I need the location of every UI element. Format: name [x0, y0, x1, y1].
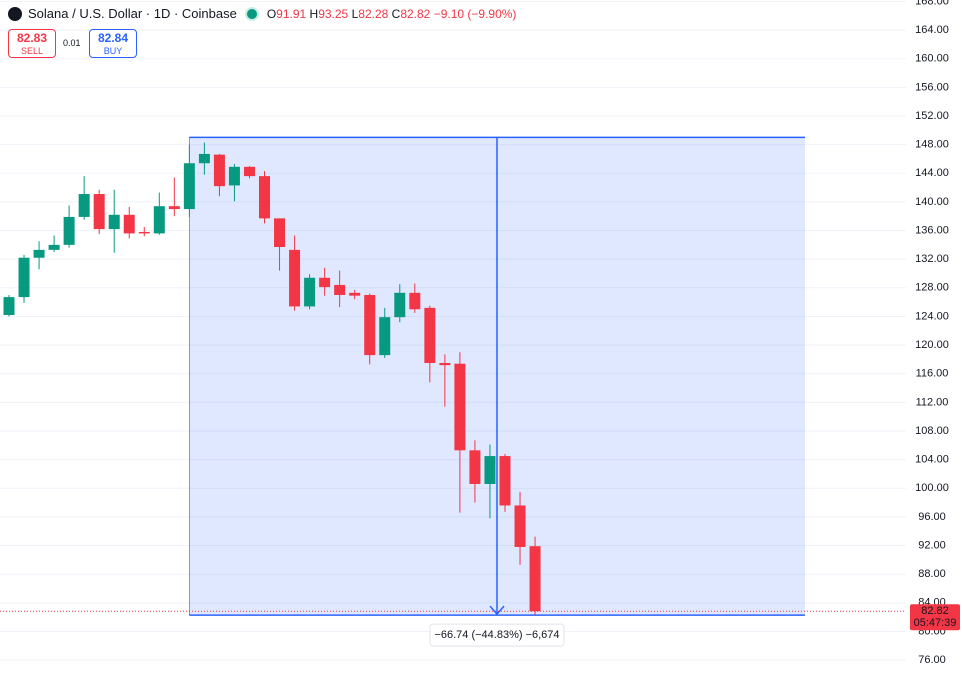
- header: Solana / U.S. Dollar · 1D · Coinbase O91…: [8, 6, 516, 21]
- y-tick-label: 156.00: [915, 81, 949, 93]
- y-tick-label: 132.00: [915, 253, 949, 265]
- sell-button[interactable]: 82.83 SELL: [8, 29, 56, 58]
- candle-body: [304, 277, 316, 307]
- ohlc-key: H: [309, 6, 319, 21]
- y-tick-label: 136.00: [915, 224, 949, 236]
- candle-body: [394, 292, 406, 318]
- candle-body: [319, 277, 331, 288]
- ohlc-value: 93.25: [318, 6, 349, 21]
- buy-label: BUY: [103, 46, 123, 56]
- measure-label: −66.74 (−44.83%) −6,674: [434, 629, 559, 641]
- candle-body: [63, 216, 75, 245]
- y-tick-label: 124.00: [915, 310, 949, 322]
- spread: 0.01: [63, 38, 81, 48]
- y-tick-label: 100.00: [915, 482, 949, 494]
- y-tick-label: 88.00: [918, 568, 946, 580]
- ohlc-key: O: [266, 6, 277, 21]
- candle-body: [243, 166, 255, 177]
- candle-body: [213, 154, 225, 187]
- y-tick-label: 104.00: [915, 454, 949, 466]
- y-tick-label: 112.00: [916, 396, 949, 408]
- countdown-label: 05:47:39: [914, 617, 957, 629]
- status-dot: [246, 8, 257, 19]
- y-tick-label: 108.00: [915, 425, 949, 437]
- candle-body: [529, 546, 541, 612]
- candle-body: [168, 206, 180, 210]
- measure-label-box: [429, 623, 565, 647]
- y-tick-label: 128.00: [915, 282, 949, 294]
- ohlc-value: 82.28: [358, 6, 389, 21]
- candle-body: [198, 153, 210, 164]
- candle-body: [484, 456, 496, 484]
- y-tick-label: 148.00: [915, 139, 949, 151]
- candle-body: [3, 297, 15, 316]
- candle-body: [439, 362, 451, 366]
- candle-body: [33, 249, 45, 258]
- candle-body: [424, 307, 436, 363]
- chart-title: Solana / U.S. Dollar · 1D · Coinbase: [28, 6, 237, 21]
- candle-body: [454, 363, 466, 451]
- candle-body: [514, 505, 526, 547]
- ohlc-key: C: [391, 6, 401, 21]
- candle-body: [93, 194, 105, 230]
- ohlc: O91.91 H93.25 L82.28 C82.82 −9.10 (−9.90…: [267, 7, 517, 21]
- sell-price: 82.83: [16, 31, 48, 45]
- last-price-box: [910, 604, 960, 631]
- ohlc-value: 91.91: [276, 6, 307, 21]
- candle-body: [138, 231, 150, 234]
- y-tick-label: 168.00: [915, 0, 949, 7]
- ohlc-key: L: [351, 6, 359, 21]
- y-tick-label: 116.00: [916, 368, 949, 380]
- change: −9.10 (−9.90%): [433, 6, 517, 21]
- y-tick-label: 160.00: [915, 53, 949, 65]
- ohlc-value: 82.82: [400, 6, 431, 21]
- candle-body: [379, 317, 391, 356]
- candle-body: [153, 206, 165, 234]
- candle-body: [48, 244, 60, 250]
- buy-button[interactable]: 82.84 BUY: [89, 29, 137, 58]
- candle-body: [469, 450, 481, 484]
- symbol-icon: [8, 6, 22, 21]
- buy-price: 82.84: [97, 31, 129, 45]
- candle-body: [349, 292, 361, 296]
- y-tick-label: 96.00: [918, 511, 946, 523]
- candle-body: [259, 176, 271, 219]
- candle-body: [289, 249, 301, 307]
- candle-body: [108, 214, 120, 230]
- candle-body: [228, 166, 240, 186]
- y-tick-label: 76.00: [918, 654, 946, 666]
- candle-body: [78, 194, 90, 217]
- candle-body: [274, 218, 286, 248]
- y-tick-label: 92.00: [918, 539, 946, 551]
- candle-body: [18, 257, 30, 298]
- candle-body: [499, 456, 511, 506]
- y-tick-label: 152.00: [915, 110, 949, 122]
- candle-body: [364, 294, 376, 356]
- y-tick-label: 120.00: [915, 339, 949, 351]
- y-tick-label: 164.00: [915, 24, 949, 36]
- y-tick-label: 140.00: [915, 196, 949, 208]
- candle-body: [183, 163, 195, 210]
- sell-label: SELL: [20, 46, 44, 56]
- candle-body: [409, 292, 421, 310]
- candle-body: [123, 214, 135, 234]
- candle-body: [334, 284, 346, 295]
- last-price-label: 82.82: [921, 605, 949, 617]
- y-tick-label: 144.00: [915, 167, 949, 179]
- measure-arrowhead: [489, 605, 505, 616]
